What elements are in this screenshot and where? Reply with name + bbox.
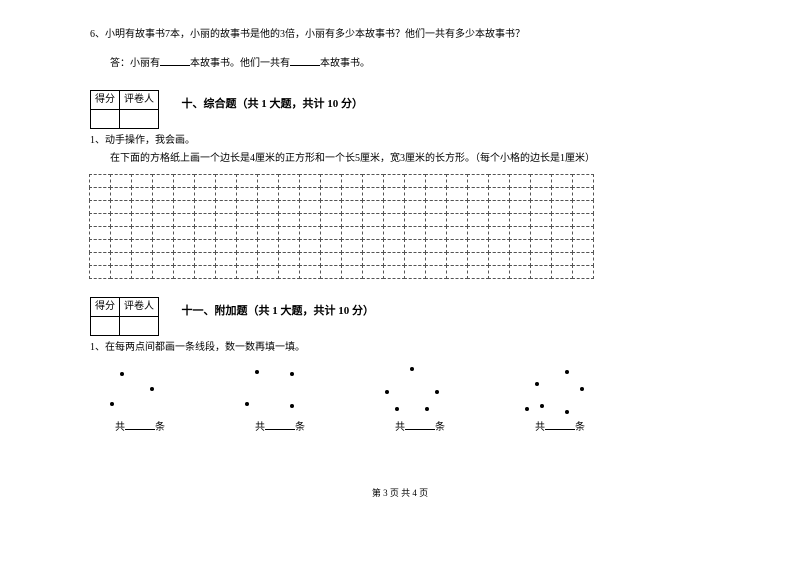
drawing-grid[interactable]	[90, 175, 630, 279]
section-11-title: 十一、附加题（共 1 大题，共计 10 分）	[182, 303, 375, 321]
dot-label-2: 共条	[255, 419, 305, 436]
score-col-2: 评卷人	[120, 91, 159, 110]
dot-label-1: 共条	[115, 419, 165, 436]
blank-field[interactable]	[290, 55, 320, 66]
section-10-header: 得分 评卷人 十、综合题（共 1 大题，共计 10 分）	[90, 80, 710, 129]
label-suffix: 条	[295, 422, 305, 433]
dot-area-2[interactable]	[230, 362, 330, 417]
dot-area-1[interactable]	[90, 362, 190, 417]
label-prefix: 共	[255, 422, 265, 433]
answer-suffix: 本故事书。	[320, 58, 370, 69]
dot-group-2: 共条	[230, 362, 330, 436]
s10-q1-line1: 1、动手操作，我会画。	[90, 133, 710, 149]
label-suffix: 条	[155, 422, 165, 433]
dot-area-3[interactable]	[370, 362, 470, 417]
page-footer: 第 3 页 共 4 页	[90, 486, 710, 500]
dot-group-4: 共条	[510, 362, 610, 436]
dot-area-4[interactable]	[510, 362, 610, 417]
dot-groups-container: 共条 共条 共条 共条	[90, 362, 710, 436]
label-prefix: 共	[395, 422, 405, 433]
score-table: 得分 评卷人	[90, 90, 159, 129]
s11-q1: 1、在每两点间都画一条线段，数一数再填一填。	[90, 340, 710, 356]
score-col-2: 评卷人	[120, 298, 159, 317]
blank-field[interactable]	[265, 419, 295, 430]
blank-field[interactable]	[405, 419, 435, 430]
dot-label-3: 共条	[395, 419, 445, 436]
blank-field[interactable]	[545, 419, 575, 430]
score-cell[interactable]	[91, 317, 120, 336]
dot-label-4: 共条	[535, 419, 585, 436]
answer-mid: 本故事书。他们一共有	[190, 58, 290, 69]
score-col-1: 得分	[91, 298, 120, 317]
s10-q1-line2: 在下面的方格纸上画一个边长是4厘米的正方形和一个长5厘米，宽3厘米的长方形。（每…	[90, 151, 710, 167]
label-suffix: 条	[435, 422, 445, 433]
score-table: 得分 评卷人	[90, 297, 159, 336]
dot-group-1: 共条	[90, 362, 190, 436]
question-6-text: 6、小明有故事书7本，小丽的故事书是他的3倍，小丽有多少本故事书？他们一共有多少…	[90, 27, 710, 43]
spacer	[90, 45, 710, 53]
answer-prefix: 答：小丽有	[110, 58, 160, 69]
question-6-answer: 答：小丽有 本故事书。他们一共有 本故事书。	[90, 55, 710, 72]
score-cell[interactable]	[91, 110, 120, 129]
blank-field[interactable]	[160, 55, 190, 66]
section-11-header: 得分 评卷人 十一、附加题（共 1 大题，共计 10 分）	[90, 287, 710, 336]
section-10-title: 十、综合题（共 1 大题，共计 10 分）	[182, 96, 364, 114]
document-page: 6、小明有故事书7本，小丽的故事书是他的3倍，小丽有多少本故事书？他们一共有多少…	[0, 0, 800, 510]
label-suffix: 条	[575, 422, 585, 433]
blank-field[interactable]	[125, 419, 155, 430]
label-prefix: 共	[115, 422, 125, 433]
grader-cell[interactable]	[120, 110, 159, 129]
dot-group-3: 共条	[370, 362, 470, 436]
label-prefix: 共	[535, 422, 545, 433]
grader-cell[interactable]	[120, 317, 159, 336]
score-col-1: 得分	[91, 91, 120, 110]
